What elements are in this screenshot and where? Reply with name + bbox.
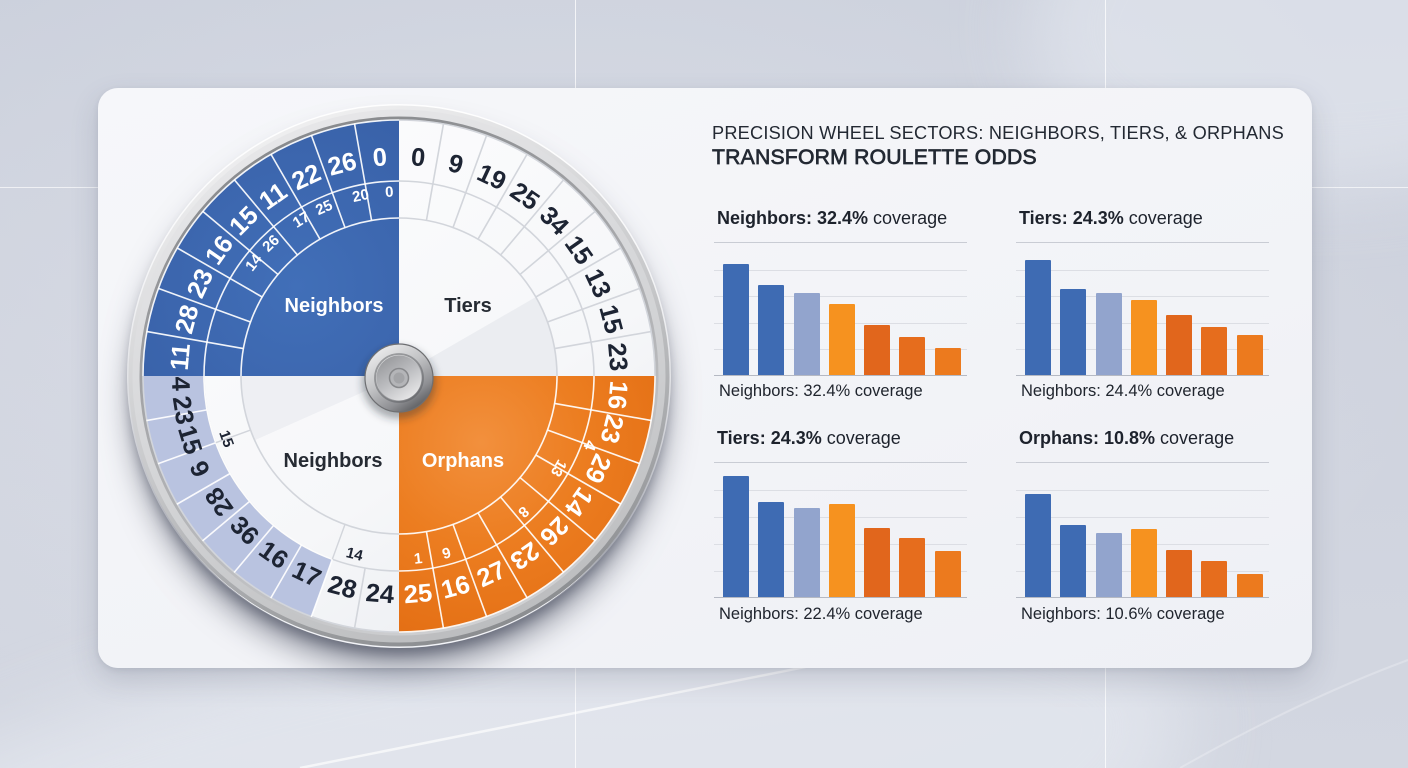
svg-text:1: 1 [413, 550, 423, 568]
svg-text:4: 4 [166, 376, 195, 392]
svg-text:24: 24 [365, 579, 397, 609]
svg-text:23: 23 [167, 394, 199, 426]
svg-text:Tiers: Tiers [444, 295, 491, 317]
svg-text:17: 17 [290, 208, 313, 231]
svg-text:Neighbors: Neighbors [284, 450, 383, 472]
svg-text:14: 14 [344, 544, 365, 565]
svg-text:15: 15 [215, 428, 237, 449]
svg-text:9: 9 [445, 149, 466, 180]
svg-text:0: 0 [385, 184, 394, 201]
svg-text:16: 16 [602, 380, 632, 411]
svg-text:23: 23 [594, 412, 628, 446]
svg-text:11: 11 [166, 342, 196, 371]
svg-text:25: 25 [313, 197, 335, 219]
svg-text:23: 23 [602, 342, 632, 373]
svg-text:25: 25 [403, 579, 434, 609]
svg-text:13: 13 [547, 457, 570, 480]
svg-text:Neighbors: Neighbors [285, 295, 384, 317]
svg-text:Orphans: Orphans [422, 450, 504, 472]
svg-text:0: 0 [410, 143, 427, 172]
svg-text:0: 0 [372, 143, 389, 172]
svg-text:20: 20 [351, 186, 371, 206]
